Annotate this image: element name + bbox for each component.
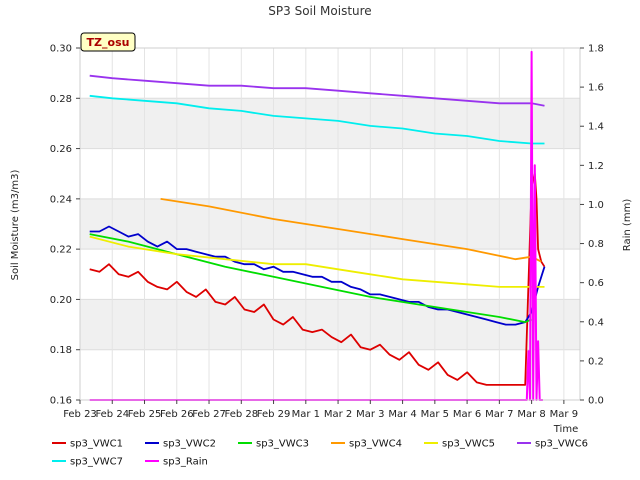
y-tick-label-3: 0.22 [50,245,72,256]
x-tick-label-11: Mar 5 [421,409,449,420]
x-tick-label-2: Feb 25 [128,409,162,420]
x-tick-label-4: Feb 27 [192,409,226,420]
site-badge-label: TZ_osu [87,36,130,49]
chart-title: SP3 Soil Moisture [268,4,371,18]
x-tick-label-3: Feb 26 [160,409,194,420]
x-tick-label-9: Mar 3 [356,409,384,420]
site-badge-box [80,32,136,52]
y-tick-label-0: 0.16 [50,396,72,407]
y2-tick-label-7: 1.4 [588,122,604,133]
series-line-sp3_VWC1 [89,172,546,386]
x-tick-label-7: Mar 1 [292,409,320,420]
y-tick-label-7: 0.30 [50,44,72,55]
series-line-sp3_VWC2 [89,225,546,326]
background-bands [80,98,580,350]
y-axis-label: Soil Moisture (m3/m3) [10,170,21,281]
x-tick-label-15: Mar 9 [550,409,578,420]
y2-tick-label-8: 1.6 [588,83,604,94]
y2-axis-label: Rain (mm) [622,199,633,252]
y2-tick-label-6: 1.2 [588,161,604,172]
y2-tick-label-1: 0.2 [588,356,604,367]
y-axis-ticks: 0.16 0.18 0.20 0.22 0.24 0.26 0.28 0.30 [50,44,80,407]
series-line-sp3_VWC5 [89,235,545,288]
y-tick-label-2: 0.20 [50,295,72,306]
x-tick-label-1: Feb 24 [95,409,129,420]
legend-label-sp3_VWC1: sp3_VWC1 [70,439,123,450]
y-tick-label-1: 0.18 [50,345,72,356]
x-axis-label: Time [553,424,578,435]
x-tick-label-8: Mar 2 [324,409,352,420]
x-tick-label-0: Feb 23 [63,409,97,420]
legend-label-sp3_VWC3: sp3_VWC3 [256,439,309,450]
y2-tick-label-9: 1.8 [588,44,604,55]
series-line-sp3_VWC6 [89,74,545,107]
y2-axis-ticks: 0.0 0.2 0.4 0.6 0.8 1.0 1.2 1.4 1.6 1.8 [580,44,604,407]
band-0 [80,299,580,350]
y2-tick-label-3: 0.6 [588,278,604,289]
legend: sp3_VWC1 sp3_VWC2 sp3_VWC3 sp3_VWC4 sp3_VWC5… [52,439,588,468]
band-1 [80,198,580,250]
x-tick-label-13: Mar 7 [485,409,513,420]
x-tick-label-10: Mar 4 [388,409,416,420]
legend-label-sp3_VWC5: sp3_VWC5 [442,439,495,450]
y-tick-label-6: 0.28 [50,94,72,105]
site-badge: TZ_osu [80,32,136,52]
legend-label-sp3_VWC6: sp3_VWC6 [535,439,588,450]
legend-label-sp3_VWC4: sp3_VWC4 [349,439,402,450]
x-tick-label-5: Feb 28 [224,409,258,420]
series-line-sp3_VWC7 [89,94,545,145]
legend-label-sp3_VWC7: sp3_VWC7 [70,457,123,468]
x-tick-label-6: Feb 29 [257,409,291,420]
plot-frame [79,47,581,401]
y2-tick-label-0: 0.0 [588,396,604,407]
x-tick-label-14: Mar 8 [517,409,545,420]
legend-label-sp3_VWC2: sp3_VWC2 [163,439,216,450]
y-tick-label-5: 0.26 [50,144,72,155]
y2-tick-label-4: 0.8 [588,239,604,250]
y-tick-label-4: 0.24 [50,194,72,205]
series-line-sp3_VWC4 [160,198,542,263]
y2-tick-label-2: 0.4 [588,317,604,328]
legend-label-sp3_Rain: sp3_Rain [163,457,208,468]
y2-tick-label-5: 1.0 [588,200,604,211]
x-tick-label-12: Mar 6 [453,409,481,420]
